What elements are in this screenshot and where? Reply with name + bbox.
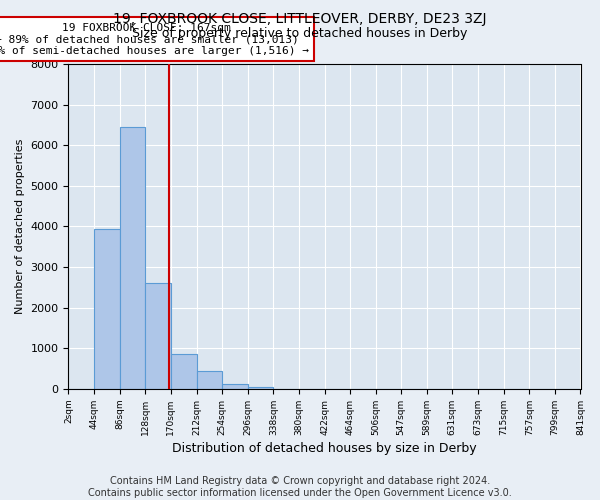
Bar [248,386,274,389]
Text: 19, FOXBROOK CLOSE, LITTLEOVER, DERBY, DE23 3ZJ: 19, FOXBROOK CLOSE, LITTLEOVER, DERBY, D… [113,12,487,26]
Bar [145,284,171,389]
Bar [94,228,119,389]
Text: 19 FOXBROOK CLOSE: 167sqm
← 89% of detached houses are smaller (13,013)
10% of s: 19 FOXBROOK CLOSE: 167sqm ← 89% of detac… [0,22,308,56]
Bar [119,127,145,389]
Bar [171,354,197,389]
Y-axis label: Number of detached properties: Number of detached properties [15,139,25,314]
Text: Size of property relative to detached houses in Derby: Size of property relative to detached ho… [133,28,467,40]
Text: Contains HM Land Registry data © Crown copyright and database right 2024.
Contai: Contains HM Land Registry data © Crown c… [88,476,512,498]
Bar [197,370,222,389]
Bar [222,384,248,389]
X-axis label: Distribution of detached houses by size in Derby: Distribution of detached houses by size … [172,442,477,455]
